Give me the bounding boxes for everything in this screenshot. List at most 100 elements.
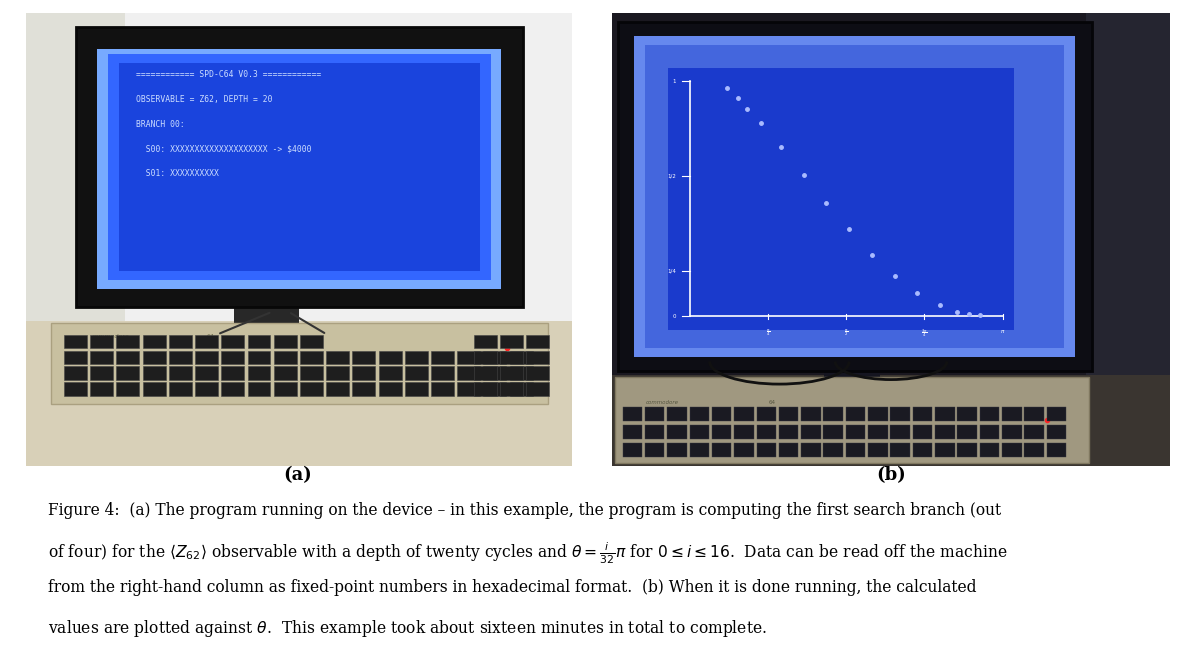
FancyBboxPatch shape <box>802 425 821 439</box>
FancyBboxPatch shape <box>90 366 113 380</box>
Text: $\frac{3\pi}{4}$: $\frac{3\pi}{4}$ <box>922 328 928 339</box>
Text: (a): (a) <box>283 466 312 485</box>
FancyBboxPatch shape <box>196 350 218 364</box>
FancyBboxPatch shape <box>526 366 548 380</box>
FancyBboxPatch shape <box>247 334 270 348</box>
FancyBboxPatch shape <box>935 425 955 439</box>
FancyBboxPatch shape <box>300 366 323 380</box>
FancyBboxPatch shape <box>510 350 533 364</box>
FancyBboxPatch shape <box>274 334 296 348</box>
FancyBboxPatch shape <box>457 366 480 380</box>
FancyBboxPatch shape <box>64 366 88 380</box>
Text: 1: 1 <box>673 78 676 84</box>
FancyBboxPatch shape <box>196 366 218 380</box>
FancyBboxPatch shape <box>353 382 376 396</box>
FancyBboxPatch shape <box>823 425 844 439</box>
FancyBboxPatch shape <box>846 425 865 439</box>
FancyBboxPatch shape <box>221 350 245 364</box>
FancyBboxPatch shape <box>169 382 192 396</box>
FancyBboxPatch shape <box>690 444 709 457</box>
Text: ============ SPD-C64 V0.3 ============: ============ SPD-C64 V0.3 ============ <box>136 70 320 79</box>
FancyBboxPatch shape <box>635 36 1075 357</box>
FancyBboxPatch shape <box>1046 444 1067 457</box>
FancyBboxPatch shape <box>823 444 844 457</box>
FancyBboxPatch shape <box>404 382 427 396</box>
FancyBboxPatch shape <box>474 366 497 380</box>
FancyBboxPatch shape <box>353 350 376 364</box>
FancyBboxPatch shape <box>623 444 642 457</box>
FancyBboxPatch shape <box>300 334 323 348</box>
FancyBboxPatch shape <box>935 444 955 457</box>
FancyBboxPatch shape <box>667 407 686 421</box>
FancyBboxPatch shape <box>474 334 497 348</box>
FancyBboxPatch shape <box>90 334 113 348</box>
FancyBboxPatch shape <box>1025 407 1044 421</box>
FancyBboxPatch shape <box>90 350 113 364</box>
FancyBboxPatch shape <box>274 350 296 364</box>
Text: 64: 64 <box>768 400 775 405</box>
FancyBboxPatch shape <box>119 63 480 271</box>
FancyBboxPatch shape <box>97 49 502 289</box>
FancyBboxPatch shape <box>510 366 533 380</box>
FancyBboxPatch shape <box>116 382 139 396</box>
FancyBboxPatch shape <box>326 350 349 364</box>
FancyBboxPatch shape <box>667 425 686 439</box>
FancyBboxPatch shape <box>1002 407 1021 421</box>
FancyBboxPatch shape <box>143 366 166 380</box>
FancyBboxPatch shape <box>979 444 1000 457</box>
Text: S01: XXXXXXXXXX: S01: XXXXXXXXXX <box>136 170 218 178</box>
FancyBboxPatch shape <box>300 350 323 364</box>
FancyBboxPatch shape <box>484 366 506 380</box>
FancyBboxPatch shape <box>1046 425 1067 439</box>
FancyBboxPatch shape <box>431 382 454 396</box>
FancyBboxPatch shape <box>690 425 709 439</box>
FancyBboxPatch shape <box>457 382 480 396</box>
Text: Figure 4:  (a) The program running on the device – in this example, the program : Figure 4: (a) The program running on the… <box>48 502 1001 519</box>
FancyBboxPatch shape <box>958 425 977 439</box>
FancyBboxPatch shape <box>913 425 932 439</box>
Text: $\frac{\pi}{2}$: $\frac{\pi}{2}$ <box>844 328 848 338</box>
FancyBboxPatch shape <box>1025 444 1044 457</box>
FancyBboxPatch shape <box>143 382 166 396</box>
FancyBboxPatch shape <box>890 407 910 421</box>
FancyBboxPatch shape <box>90 382 113 396</box>
FancyBboxPatch shape <box>64 350 88 364</box>
FancyBboxPatch shape <box>116 366 139 380</box>
FancyBboxPatch shape <box>378 366 402 380</box>
FancyBboxPatch shape <box>326 366 349 380</box>
FancyBboxPatch shape <box>1025 425 1044 439</box>
FancyBboxPatch shape <box>1046 407 1067 421</box>
FancyBboxPatch shape <box>300 382 323 396</box>
FancyBboxPatch shape <box>1086 13 1170 465</box>
FancyBboxPatch shape <box>169 334 192 348</box>
FancyBboxPatch shape <box>247 350 270 364</box>
FancyBboxPatch shape <box>431 366 454 380</box>
FancyBboxPatch shape <box>802 444 821 457</box>
FancyBboxPatch shape <box>644 425 665 439</box>
Text: commodore: commodore <box>646 400 678 405</box>
FancyBboxPatch shape <box>474 350 497 364</box>
FancyBboxPatch shape <box>712 425 732 439</box>
FancyBboxPatch shape <box>612 13 1170 465</box>
FancyBboxPatch shape <box>116 334 139 348</box>
FancyBboxPatch shape <box>169 366 192 380</box>
FancyBboxPatch shape <box>526 350 548 364</box>
FancyBboxPatch shape <box>779 444 798 457</box>
FancyBboxPatch shape <box>935 407 955 421</box>
FancyBboxPatch shape <box>824 362 880 384</box>
Text: BRANCH 00:: BRANCH 00: <box>136 120 185 128</box>
FancyBboxPatch shape <box>404 366 427 380</box>
FancyBboxPatch shape <box>756 425 776 439</box>
FancyBboxPatch shape <box>274 366 296 380</box>
FancyBboxPatch shape <box>802 407 821 421</box>
Text: OBSERVABLE = Z62, DEPTH = 20: OBSERVABLE = Z62, DEPTH = 20 <box>136 94 272 104</box>
FancyBboxPatch shape <box>913 407 932 421</box>
FancyBboxPatch shape <box>958 444 977 457</box>
Text: values are plotted against $\theta$.  This example took about sixteen minutes in: values are plotted against $\theta$. Thi… <box>48 618 767 639</box>
FancyBboxPatch shape <box>623 407 642 421</box>
FancyBboxPatch shape <box>644 407 665 421</box>
Text: of four) for the $\langle Z_{62}\rangle$ observable with a depth of twenty cycle: of four) for the $\langle Z_{62}\rangle$… <box>48 541 1008 567</box>
FancyBboxPatch shape <box>499 334 523 348</box>
FancyBboxPatch shape <box>116 350 139 364</box>
FancyBboxPatch shape <box>26 321 572 465</box>
